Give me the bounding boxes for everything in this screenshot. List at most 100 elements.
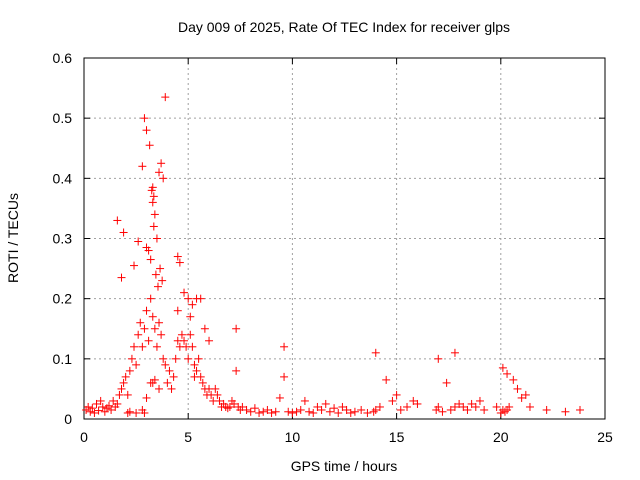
data-point bbox=[325, 407, 334, 416]
data-point bbox=[169, 372, 178, 381]
data-point bbox=[148, 198, 157, 207]
data-point bbox=[148, 312, 157, 321]
data-point bbox=[250, 404, 259, 413]
data-point bbox=[130, 342, 139, 351]
data-point bbox=[275, 393, 284, 402]
data-point bbox=[142, 306, 151, 315]
data-point bbox=[375, 402, 384, 411]
data-point bbox=[186, 330, 195, 339]
data-point bbox=[173, 252, 182, 261]
data-point bbox=[167, 384, 176, 393]
data-point bbox=[151, 270, 160, 279]
data-point bbox=[138, 162, 147, 171]
data-point bbox=[140, 114, 149, 123]
data-point bbox=[434, 354, 443, 363]
data-point bbox=[150, 375, 159, 384]
y-tick-label: 0.4 bbox=[53, 170, 73, 186]
data-point bbox=[184, 294, 193, 303]
data-point bbox=[92, 399, 101, 408]
data-point bbox=[125, 407, 134, 416]
data-point bbox=[109, 396, 118, 405]
data-point bbox=[211, 384, 220, 393]
data-point bbox=[173, 306, 182, 315]
data-point bbox=[232, 324, 241, 333]
data-point bbox=[450, 348, 459, 357]
data-point bbox=[403, 402, 412, 411]
data-point bbox=[388, 396, 397, 405]
data-point bbox=[149, 222, 158, 231]
data-point bbox=[357, 405, 366, 414]
data-point bbox=[438, 407, 447, 416]
data-point bbox=[138, 342, 147, 351]
data-point bbox=[163, 378, 172, 387]
data-point bbox=[152, 234, 161, 243]
data-point bbox=[153, 282, 162, 291]
data-point bbox=[105, 401, 114, 410]
data-point bbox=[330, 404, 339, 413]
data-point bbox=[475, 396, 484, 405]
data-point bbox=[442, 378, 451, 387]
data-point bbox=[463, 405, 472, 414]
data-point bbox=[132, 408, 141, 417]
data-point bbox=[413, 399, 422, 408]
data-point bbox=[149, 192, 158, 201]
data-point bbox=[263, 405, 272, 414]
data-point bbox=[190, 372, 199, 381]
data-point bbox=[161, 360, 170, 369]
y-tick-label: 0.2 bbox=[53, 291, 73, 307]
data-point bbox=[150, 210, 159, 219]
data-point bbox=[232, 366, 241, 375]
data-point bbox=[90, 408, 99, 417]
y-tick-label: 0.1 bbox=[53, 351, 73, 367]
data-point bbox=[156, 264, 165, 273]
y-tick-label: 0.6 bbox=[53, 50, 73, 66]
data-point bbox=[305, 407, 314, 416]
data-point bbox=[173, 336, 182, 345]
data-point bbox=[396, 405, 405, 414]
data-point bbox=[505, 402, 514, 411]
data-point bbox=[117, 384, 126, 393]
data-point bbox=[134, 237, 143, 246]
data-point bbox=[434, 402, 443, 411]
data-point bbox=[147, 186, 156, 195]
data-point bbox=[459, 402, 468, 411]
data-point bbox=[188, 342, 197, 351]
data-point bbox=[150, 324, 159, 333]
x-tick-label: 0 bbox=[80, 429, 88, 445]
data-point bbox=[215, 396, 224, 405]
data-point bbox=[188, 300, 197, 309]
data-point bbox=[492, 402, 501, 411]
data-point bbox=[446, 405, 455, 414]
data-point bbox=[140, 324, 149, 333]
data-point bbox=[155, 168, 164, 177]
x-tick-label: 15 bbox=[389, 429, 405, 445]
data-point bbox=[503, 369, 512, 378]
data-point bbox=[123, 408, 132, 417]
data-point bbox=[184, 354, 193, 363]
data-point bbox=[467, 399, 476, 408]
data-point bbox=[177, 330, 186, 339]
data-point bbox=[509, 375, 518, 384]
data-point bbox=[455, 399, 464, 408]
y-tick-label: 0.3 bbox=[53, 231, 73, 247]
data-point bbox=[100, 407, 109, 416]
data-point bbox=[130, 261, 139, 270]
data-point bbox=[117, 273, 126, 282]
data-point bbox=[190, 360, 199, 369]
y-tick-label: 0.5 bbox=[53, 110, 73, 126]
data-point bbox=[309, 408, 318, 417]
chart-title: Day 009 of 2025, Rate Of TEC Index for r… bbox=[178, 19, 510, 35]
data-point bbox=[145, 141, 154, 150]
data-point bbox=[134, 330, 143, 339]
data-point bbox=[363, 408, 372, 417]
data-point bbox=[136, 318, 145, 327]
data-point bbox=[517, 393, 526, 402]
data-point bbox=[157, 159, 166, 168]
x-tick-label: 20 bbox=[493, 429, 509, 445]
data-point bbox=[200, 324, 209, 333]
data-point bbox=[159, 354, 168, 363]
data-point bbox=[155, 384, 164, 393]
data-point bbox=[561, 407, 570, 416]
data-point bbox=[371, 348, 380, 357]
data-point bbox=[146, 294, 155, 303]
